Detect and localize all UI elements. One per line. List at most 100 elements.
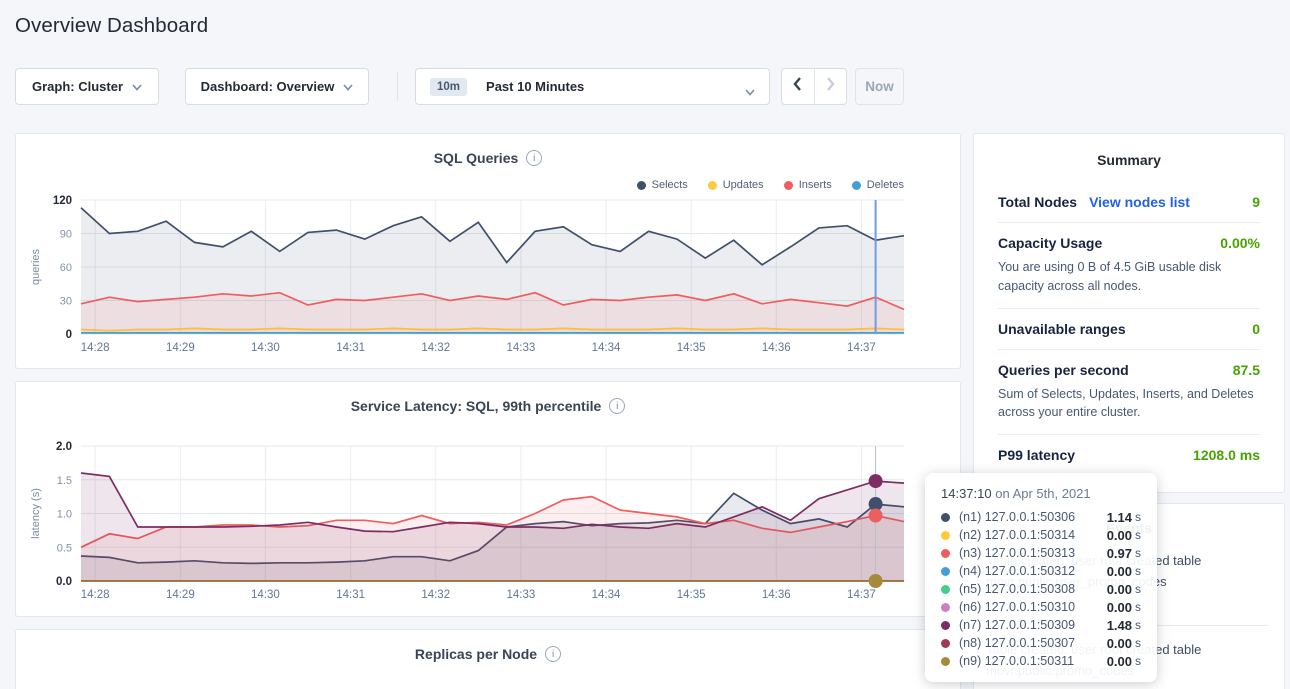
capacity-usage-value: 0.00% [1220, 235, 1260, 251]
tooltip-row: (n4) 127.0.0.1:503120.00s [941, 562, 1141, 580]
svg-text:2.0: 2.0 [56, 441, 72, 453]
legend-label: Selects [652, 179, 688, 191]
replicas-per-node-title: Replicas per Node [415, 646, 537, 662]
capacity-usage-label: Capacity Usage [998, 235, 1102, 251]
step-back-button[interactable] [782, 69, 814, 104]
service-latency-chart[interactable]: 14:2814:2914:3014:3114:3214:3314:3414:35… [16, 382, 960, 621]
tooltip-row: (n1) 127.0.0.1:503061.14s [941, 508, 1141, 526]
info-icon[interactable]: i [609, 398, 625, 414]
tooltip-row: (n7) 127.0.0.1:503091.48s [941, 616, 1141, 634]
node-address: (n9) 127.0.0.1:50311 [959, 654, 1074, 668]
sql-queries-legend: Selects Updates Inserts Deletes [637, 179, 904, 191]
sql-queries-panel: SQL Queries i SelectsUpdatesInsertsDelet… [15, 133, 961, 369]
service-latency-title: Service Latency: SQL, 99th percentile [351, 398, 602, 414]
unavailable-ranges-label: Unavailable ranges [998, 321, 1126, 337]
svg-text:14:31: 14:31 [336, 589, 365, 601]
dashboard-dropdown[interactable]: Dashboard: Overview [185, 68, 369, 105]
legend-color-dot [637, 181, 646, 190]
time-range-dropdown[interactable]: 10m Past 10 Minutes [415, 68, 770, 105]
series-color-dot [941, 639, 950, 648]
summary-total-nodes: Total Nodes View nodes list 9 [998, 182, 1260, 222]
summary-unavailable-ranges: Unavailable ranges 0 [998, 308, 1260, 349]
latency-unit: s [1135, 546, 1141, 560]
latency-value: 0.00 [1107, 582, 1132, 597]
latency-value: 0.00 [1107, 636, 1132, 651]
chart-hover-tooltip: 14:37:10 on Apr 5th, 2021 (n1) 127.0.0.1… [925, 473, 1157, 682]
chevron-down-icon [745, 84, 755, 99]
unavailable-ranges-value: 0 [1252, 321, 1260, 337]
tooltip-timestamp: 14:37:10 on Apr 5th, 2021 [941, 486, 1141, 501]
svg-text:14:33: 14:33 [507, 342, 536, 354]
svg-text:14:36: 14:36 [762, 342, 791, 354]
tooltip-date: on Apr 5th, 2021 [995, 486, 1090, 501]
svg-text:latency (s): latency (s) [30, 488, 42, 539]
svg-text:1.5: 1.5 [57, 475, 72, 487]
total-nodes-label: Total Nodes [998, 194, 1077, 210]
legend-label: Updates [723, 179, 764, 191]
svg-text:14:34: 14:34 [592, 342, 621, 354]
svg-text:120: 120 [53, 195, 72, 207]
sql-queries-chart[interactable]: 14:2814:2914:3014:3114:3214:3314:3414:35… [16, 134, 960, 373]
latency-unit: s [1135, 600, 1141, 614]
chevron-down-icon [343, 79, 353, 94]
series-color-dot [941, 549, 950, 558]
tooltip-row: (n6) 127.0.0.1:50310 0.00s [941, 598, 1141, 616]
svg-text:1.0: 1.0 [57, 509, 72, 521]
replicas-per-node-panel: Replicas per Node i [15, 629, 961, 689]
summary-p99-latency: P99 latency 1208.0 ms [998, 434, 1260, 475]
summary-card: Summary Total Nodes View nodes list 9 Ca… [973, 133, 1285, 493]
summary-queries-per-second: Queries per second 87.5 Sum of Selects, … [998, 349, 1260, 435]
tooltip-row: (n8) 127.0.0.1:503070.00s [941, 634, 1141, 652]
legend-item[interactable]: Inserts [784, 179, 832, 191]
legend-item[interactable]: Selects [637, 179, 688, 191]
node-address: (n7) 127.0.0.1:50309 [959, 618, 1075, 632]
graph-dropdown-label: Graph: Cluster [32, 79, 123, 94]
node-address: (n4) 127.0.0.1:50312 [959, 564, 1075, 578]
step-forward-button[interactable] [814, 69, 847, 104]
latency-unit: s [1135, 618, 1141, 632]
time-range-label: Past 10 Minutes [486, 79, 584, 94]
latency-value: 0.00 [1107, 564, 1132, 579]
legend-color-dot [708, 181, 717, 190]
latency-value: 0.00 [1107, 600, 1132, 615]
info-icon[interactable]: i [545, 646, 561, 662]
now-button[interactable]: Now [855, 68, 904, 105]
series-color-dot [941, 567, 950, 576]
svg-text:14:29: 14:29 [166, 342, 195, 354]
latency-value: 0.00 [1107, 528, 1132, 543]
svg-text:14:32: 14:32 [421, 342, 450, 354]
page-title: Overview Dashboard [15, 14, 208, 38]
capacity-usage-description: You are using 0 B of 4.5 GiB usable disk… [998, 258, 1260, 296]
p99-latency-value: 1208.0 ms [1193, 447, 1260, 463]
svg-text:0.5: 0.5 [57, 542, 72, 554]
info-icon[interactable]: i [526, 150, 542, 166]
legend-item[interactable]: Updates [708, 179, 764, 191]
view-nodes-list-link[interactable]: View nodes list [1089, 194, 1190, 210]
legend-color-dot [784, 181, 793, 190]
tooltip-row: (n2) 127.0.0.1:503140.00s [941, 526, 1141, 544]
legend-label: Deletes [867, 179, 904, 191]
tooltip-time: 14:37:10 [941, 486, 992, 501]
svg-text:14:36: 14:36 [762, 589, 791, 601]
legend-item[interactable]: Deletes [852, 179, 904, 191]
summary-capacity-usage: Capacity Usage 0.00% You are using 0 B o… [998, 222, 1260, 308]
total-nodes-value: 9 [1252, 194, 1260, 210]
svg-text:14:28: 14:28 [81, 589, 110, 601]
service-latency-panel: Service Latency: SQL, 99th percentile i … [15, 381, 961, 617]
time-range-badge: 10m [430, 78, 467, 96]
queries-per-second-description: Sum of Selects, Updates, Inserts, and De… [998, 385, 1260, 423]
queries-per-second-label: Queries per second [998, 362, 1129, 378]
series-color-dot [941, 513, 950, 522]
latency-value: 1.14 [1107, 510, 1132, 525]
legend-color-dot [852, 181, 861, 190]
graph-dropdown[interactable]: Graph: Cluster [15, 68, 159, 105]
svg-text:queries: queries [30, 248, 42, 285]
dashboard-dropdown-label: Dashboard: Overview [201, 79, 335, 94]
legend-label: Inserts [799, 179, 832, 191]
latency-unit: s [1135, 582, 1141, 596]
svg-text:0.0: 0.0 [56, 576, 72, 588]
svg-text:0: 0 [66, 329, 72, 341]
node-address: (n8) 127.0.0.1:50307 [959, 636, 1075, 650]
node-address: (n6) 127.0.0.1:50310 [959, 600, 1075, 614]
latency-unit: s [1135, 654, 1141, 668]
